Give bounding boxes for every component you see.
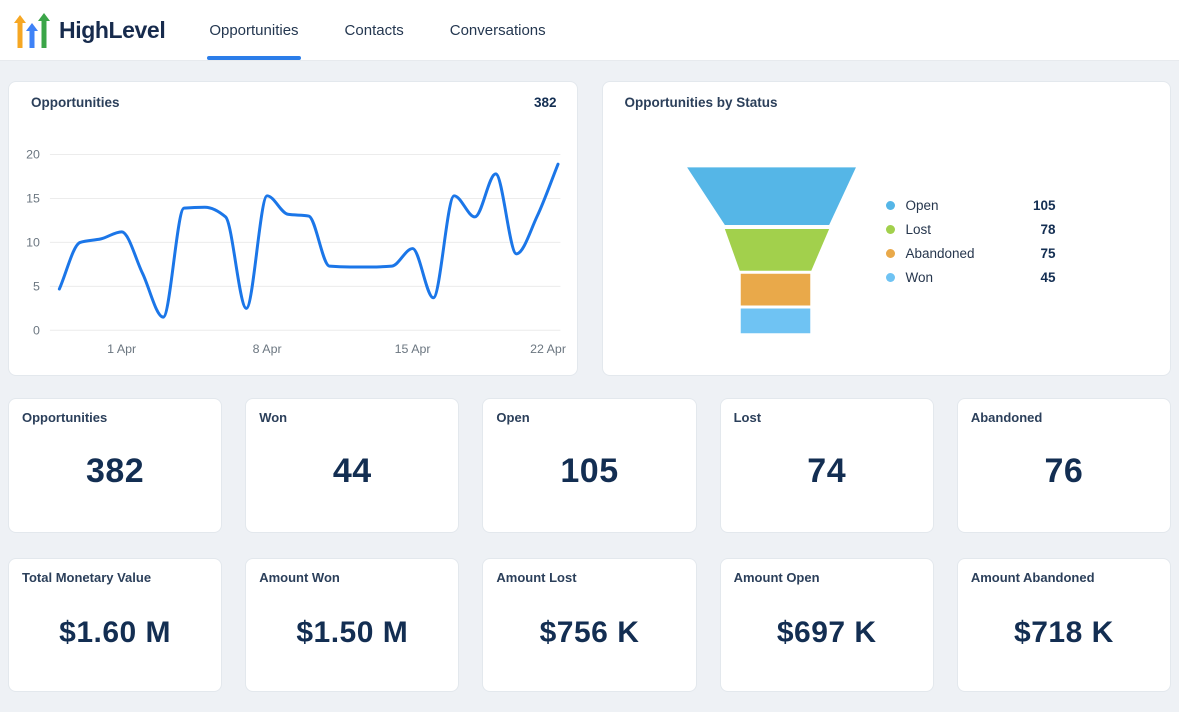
stat-label: Abandoned (970, 410, 1043, 425)
line-chart-header: Opportunities 382 (31, 95, 557, 110)
legend-item-won: Won 45 (885, 265, 1056, 289)
stat-label: Won (259, 410, 288, 425)
charts-row: 0 5 10 15 20 1 Apr 8 Apr 15 Apr 22 Apr Opportuni… (8, 81, 1171, 376)
legend-value: 45 (1040, 269, 1056, 285)
stat-card-opportunities: Opportunities 382 (8, 398, 223, 533)
stat-card-amount-abandoned: Amount Abandoned $718 K (956, 558, 1172, 692)
legend-dot (885, 248, 895, 258)
stat-card-amount-lost: Amount Lost $756 K (482, 558, 697, 692)
stat-card-won: Won 44 (245, 398, 460, 533)
active-tab-underline (207, 55, 301, 60)
opportunities-line-chart: 0 5 10 15 20 1 Apr 8 Apr 15 Apr 22 Apr (26, 147, 566, 356)
stat-label: Amount Open (733, 570, 820, 585)
stat-card-lost: Lost 74 (719, 398, 934, 533)
stat-value: 105 (560, 452, 619, 490)
stat-value: $1.50 M (296, 616, 409, 649)
tab-contacts-label: Contacts (344, 21, 404, 39)
funnel-chart-header: Opportunities by Status (625, 95, 1151, 110)
svg-text:20: 20 (26, 147, 40, 161)
line-chart-total-value: 382 (533, 95, 557, 110)
legend-label: Abandoned (905, 245, 975, 261)
stat-card-total-monetary-value: Total Monetary Value $1.60 M (8, 558, 223, 692)
tab-conversations-label: Conversations (449, 21, 546, 39)
svg-text:8 Apr: 8 Apr (253, 342, 282, 356)
stats-row-counts: Opportunities 382 Won 44 Open 105 Lost 7… (8, 398, 1172, 533)
svg-text:22 Apr: 22 Apr (530, 342, 566, 356)
stat-label: Amount Won (259, 570, 340, 585)
funnel-legend: Open 105 Lost 78 Abandoned 75 Won 45 (885, 193, 1056, 289)
legend-dot (885, 224, 895, 234)
legend-label: Lost (905, 221, 932, 237)
tab-opportunities-label: Opportunities (209, 21, 299, 39)
legend-value: 78 (1040, 221, 1056, 237)
highlevel-logo-icon (14, 13, 50, 48)
stat-value: $1.60 M (59, 616, 172, 649)
legend-value: 105 (1032, 197, 1056, 213)
tab-contacts[interactable]: Contacts (343, 0, 406, 61)
legend-item-lost: Lost 78 (885, 217, 1056, 241)
brand[interactable]: HighLevel (14, 12, 166, 48)
stat-label: Opportunities (22, 410, 108, 425)
funnel-chart-title: Opportunities by Status (624, 95, 778, 110)
brand-name: HighLevel (59, 16, 166, 43)
stat-card-abandoned: Abandoned 76 (956, 398, 1172, 533)
stat-card-amount-open: Amount Open $697 K (719, 558, 934, 692)
svg-text:10: 10 (26, 235, 40, 249)
opportunities-by-status-card: Opportunities by Status Open 105 Lost 78 Aba… (601, 81, 1171, 376)
stat-label: Amount Abandoned (970, 570, 1095, 585)
stat-value: $756 K (539, 616, 640, 649)
dashboard-main: 0 5 10 15 20 1 Apr 8 Apr 15 Apr 22 Apr Opportuni… (0, 61, 1179, 692)
stat-label: Amount Lost (496, 570, 577, 585)
tab-opportunities[interactable]: Opportunities (207, 0, 301, 61)
svg-text:0: 0 (33, 323, 40, 337)
line-chart-title: Opportunities (31, 95, 120, 110)
legend-label: Open (905, 197, 939, 213)
stat-card-amount-won: Amount Won $1.50 M (245, 558, 460, 692)
app-header: HighLevel Opportunities Contacts Convers… (0, 0, 1179, 61)
stat-value: 382 (85, 452, 145, 490)
svg-text:1 Apr: 1 Apr (107, 342, 136, 356)
stat-label: Lost (733, 410, 762, 425)
stats-row-amounts: Total Monetary Value $1.60 M Amount Won … (8, 558, 1172, 692)
stat-value: 76 (1044, 452, 1084, 490)
legend-item-abandoned: Abandoned 75 (885, 241, 1056, 265)
legend-value: 75 (1040, 245, 1056, 261)
svg-text:5: 5 (33, 279, 40, 293)
stat-value: 74 (807, 452, 847, 490)
stat-card-open: Open 105 (482, 398, 697, 533)
status-funnel-chart (686, 167, 856, 334)
stat-label: Total Monetary Value (22, 570, 152, 585)
stat-label: Open (496, 410, 530, 425)
legend-item-open: Open 105 (885, 193, 1056, 217)
opportunities-line-chart-card: 0 5 10 15 20 1 Apr 8 Apr 15 Apr 22 Apr Opportuni… (8, 81, 578, 376)
legend-dot (885, 200, 895, 210)
stat-value: $697 K (776, 616, 877, 649)
stat-value: 44 (332, 452, 372, 490)
svg-text:15 Apr: 15 Apr (395, 342, 431, 356)
legend-label: Won (905, 269, 934, 285)
svg-text:15: 15 (26, 191, 40, 205)
legend-dot (885, 272, 895, 282)
main-nav: Opportunities Contacts Conversations (207, 0, 547, 61)
stat-value: $718 K (1014, 616, 1114, 649)
tab-conversations[interactable]: Conversations (448, 0, 548, 61)
